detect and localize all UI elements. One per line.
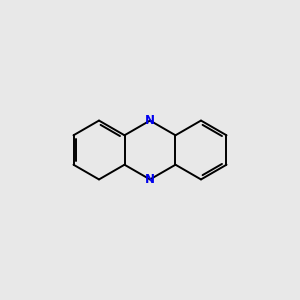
Text: N: N: [145, 114, 155, 127]
Text: N: N: [145, 173, 155, 186]
